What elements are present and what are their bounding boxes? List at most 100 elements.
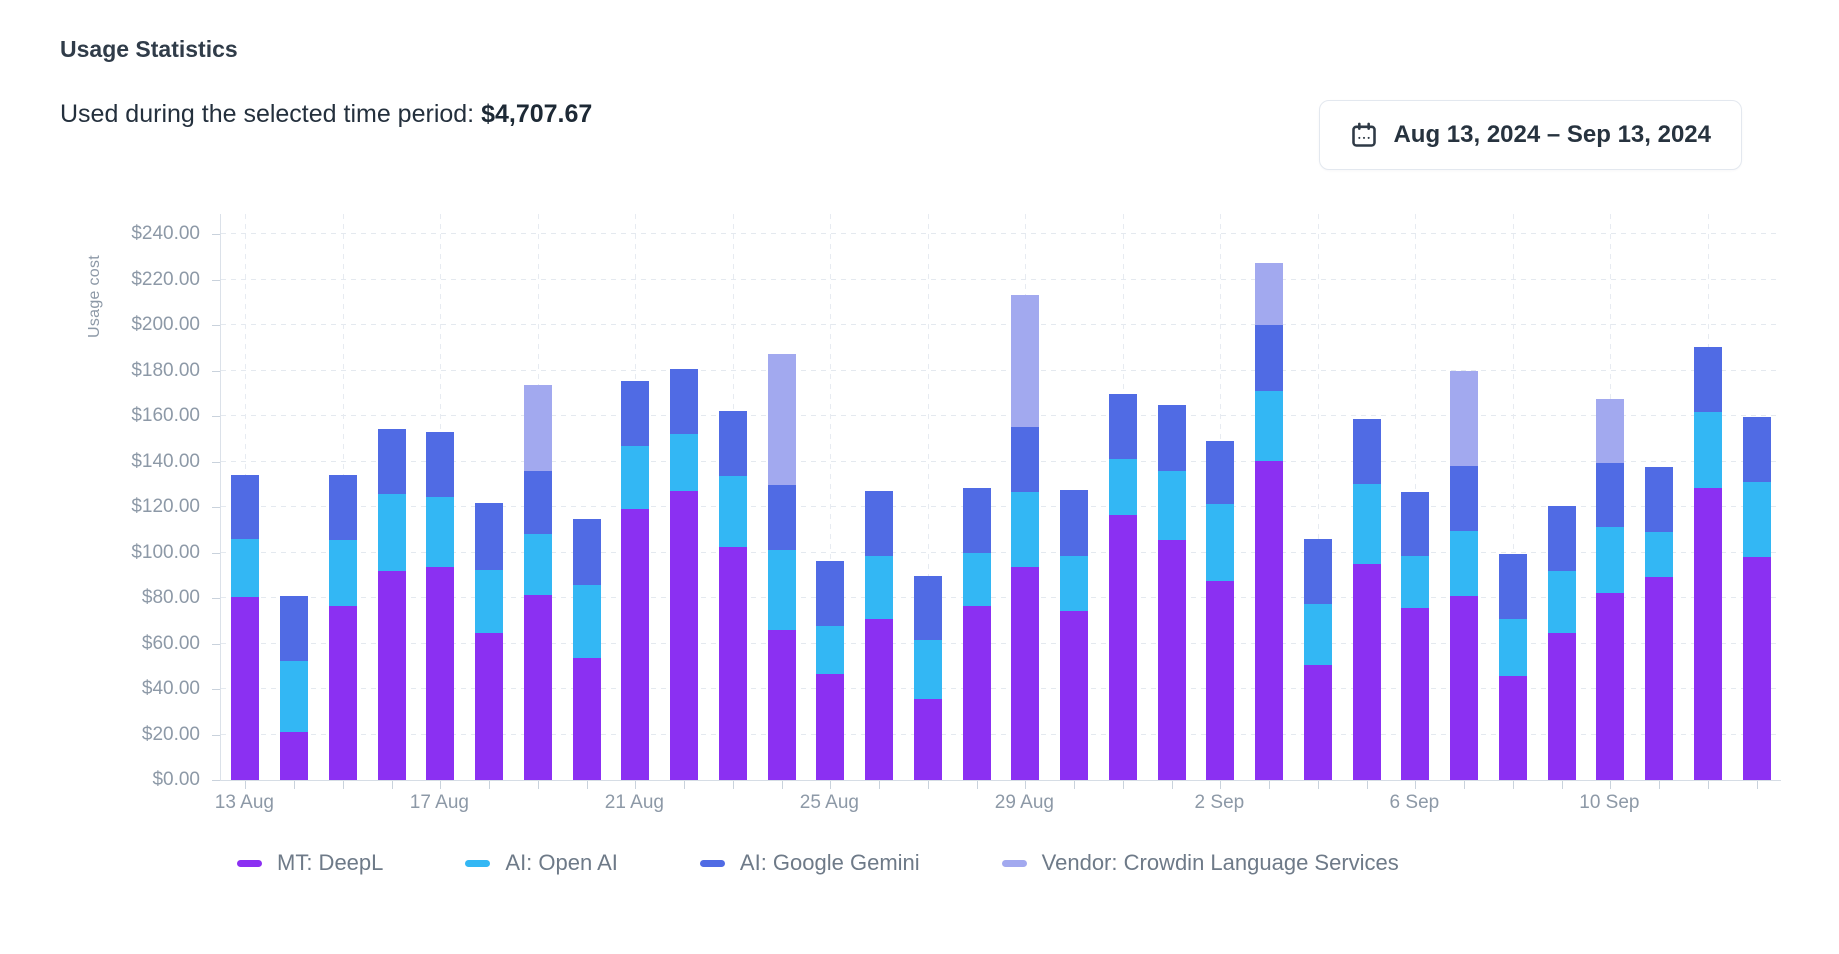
- bar-21-aug[interactable]: [621, 380, 650, 780]
- bar-segment-vendor[interactable]: [1596, 398, 1625, 464]
- bar-segment-deepl[interactable]: [865, 618, 894, 780]
- bar-segment-vendor[interactable]: [1255, 263, 1284, 326]
- bar-segment-openai[interactable]: [962, 552, 991, 607]
- bar-segment-openai[interactable]: [1255, 390, 1284, 462]
- bar-segment-gemini[interactable]: [377, 428, 406, 495]
- bar-segment-deepl[interactable]: [1352, 564, 1381, 780]
- bar-segment-openai[interactable]: [1060, 555, 1089, 611]
- bar-segment-openai[interactable]: [816, 626, 845, 674]
- bar-segment-gemini[interactable]: [670, 368, 699, 434]
- bar-segment-openai[interactable]: [1547, 571, 1576, 634]
- bar-segment-gemini[interactable]: [572, 519, 601, 585]
- bar-segment-openai[interactable]: [1352, 484, 1381, 565]
- bar-segment-deepl[interactable]: [1742, 557, 1771, 780]
- bar-segment-deepl[interactable]: [1693, 488, 1722, 780]
- bar-17-aug[interactable]: [426, 431, 455, 780]
- bar-segment-deepl[interactable]: [1157, 539, 1186, 780]
- bar-segment-openai[interactable]: [1450, 530, 1479, 596]
- date-range-picker[interactable]: Aug 13, 2024 – Sep 13, 2024: [1319, 100, 1742, 170]
- bar-segment-gemini[interactable]: [1108, 394, 1137, 459]
- bar-segment-openai[interactable]: [231, 538, 260, 597]
- bar-27-aug[interactable]: [913, 575, 942, 780]
- bar-segment-openai[interactable]: [670, 433, 699, 491]
- bar-24-aug[interactable]: [767, 353, 796, 780]
- bar-segment-gemini[interactable]: [718, 411, 747, 477]
- bar-segment-deepl[interactable]: [1596, 593, 1625, 780]
- bar-5-sep[interactable]: [1352, 418, 1381, 780]
- bar-segment-openai[interactable]: [1693, 412, 1722, 489]
- bar-12-sep[interactable]: [1693, 347, 1722, 780]
- bar-segment-gemini[interactable]: [328, 475, 357, 540]
- bar-segment-openai[interactable]: [1742, 481, 1771, 558]
- bar-20-aug[interactable]: [572, 519, 601, 780]
- bar-segment-gemini[interactable]: [1742, 417, 1771, 482]
- bar-segment-gemini[interactable]: [280, 596, 309, 661]
- bar-8-sep[interactable]: [1498, 554, 1527, 780]
- bar-segment-deepl[interactable]: [475, 633, 504, 780]
- bar-segment-gemini[interactable]: [1645, 467, 1674, 533]
- bar-14-aug[interactable]: [280, 596, 309, 780]
- bar-30-aug[interactable]: [1060, 489, 1089, 780]
- legend-item-deepl[interactable]: MT: DeepL: [237, 850, 383, 876]
- bar-segment-deepl[interactable]: [1108, 514, 1137, 780]
- bar-segment-gemini[interactable]: [1352, 418, 1381, 485]
- bar-segment-openai[interactable]: [523, 534, 552, 596]
- bar-segment-vendor[interactable]: [523, 385, 552, 471]
- bar-segment-deepl[interactable]: [1498, 676, 1527, 780]
- bar-3-sep[interactable]: [1255, 263, 1284, 780]
- bar-23-aug[interactable]: [718, 411, 747, 780]
- bar-11-sep[interactable]: [1645, 467, 1674, 780]
- bar-segment-gemini[interactable]: [1157, 405, 1186, 471]
- bar-segment-openai[interactable]: [621, 445, 650, 510]
- bar-9-sep[interactable]: [1547, 506, 1576, 780]
- bar-segment-deepl[interactable]: [1011, 567, 1040, 780]
- bar-segment-deepl[interactable]: [621, 509, 650, 780]
- bar-segment-deepl[interactable]: [1060, 610, 1089, 780]
- bar-segment-gemini[interactable]: [426, 431, 455, 498]
- bar-segment-openai[interactable]: [1206, 504, 1235, 581]
- bar-segment-deepl[interactable]: [280, 732, 309, 780]
- bar-13-sep[interactable]: [1742, 417, 1771, 780]
- bar-7-sep[interactable]: [1450, 371, 1479, 780]
- bar-segment-openai[interactable]: [377, 494, 406, 572]
- bar-29-aug[interactable]: [1011, 295, 1040, 780]
- bar-segment-gemini[interactable]: [1206, 440, 1235, 505]
- bar-segment-deepl[interactable]: [1255, 461, 1284, 780]
- bar-15-aug[interactable]: [328, 475, 357, 780]
- bar-segment-vendor[interactable]: [767, 353, 796, 485]
- bar-segment-deepl[interactable]: [962, 606, 991, 780]
- bar-segment-gemini[interactable]: [1693, 347, 1722, 413]
- bar-segment-gemini[interactable]: [1303, 538, 1332, 605]
- legend-item-openai[interactable]: AI: Open AI: [465, 850, 618, 876]
- bar-segment-gemini[interactable]: [621, 380, 650, 446]
- bar-segment-openai[interactable]: [1108, 458, 1137, 515]
- bar-segment-openai[interactable]: [475, 569, 504, 634]
- bar-segment-gemini[interactable]: [1596, 463, 1625, 528]
- bar-10-sep[interactable]: [1596, 398, 1625, 780]
- bar-segment-gemini[interactable]: [231, 474, 260, 539]
- bar-segment-vendor[interactable]: [1011, 295, 1040, 428]
- bar-13-aug[interactable]: [231, 474, 260, 780]
- bar-segment-deepl[interactable]: [718, 547, 747, 780]
- bar-segment-openai[interactable]: [1498, 618, 1527, 677]
- bar-segment-deepl[interactable]: [377, 571, 406, 780]
- bar-segment-gemini[interactable]: [523, 470, 552, 535]
- bar-segment-gemini[interactable]: [816, 561, 845, 627]
- bar-segment-openai[interactable]: [1011, 492, 1040, 568]
- bar-segment-gemini[interactable]: [1255, 325, 1284, 391]
- bar-segment-deepl[interactable]: [670, 490, 699, 780]
- bar-segment-openai[interactable]: [1157, 470, 1186, 540]
- bar-segment-deepl[interactable]: [1303, 665, 1332, 780]
- bar-segment-vendor[interactable]: [1450, 371, 1479, 467]
- bar-segment-openai[interactable]: [328, 539, 357, 607]
- bar-segment-deepl[interactable]: [328, 606, 357, 780]
- bar-segment-deepl[interactable]: [1401, 608, 1430, 780]
- bar-segment-deepl[interactable]: [767, 629, 796, 780]
- bar-segment-openai[interactable]: [280, 660, 309, 732]
- bar-segment-gemini[interactable]: [1450, 466, 1479, 531]
- bar-segment-openai[interactable]: [426, 497, 455, 568]
- bar-segment-deepl[interactable]: [1547, 633, 1576, 780]
- legend-item-gemini[interactable]: AI: Google Gemini: [699, 850, 920, 876]
- bar-segment-openai[interactable]: [1303, 604, 1332, 666]
- bar-4-sep[interactable]: [1303, 538, 1332, 780]
